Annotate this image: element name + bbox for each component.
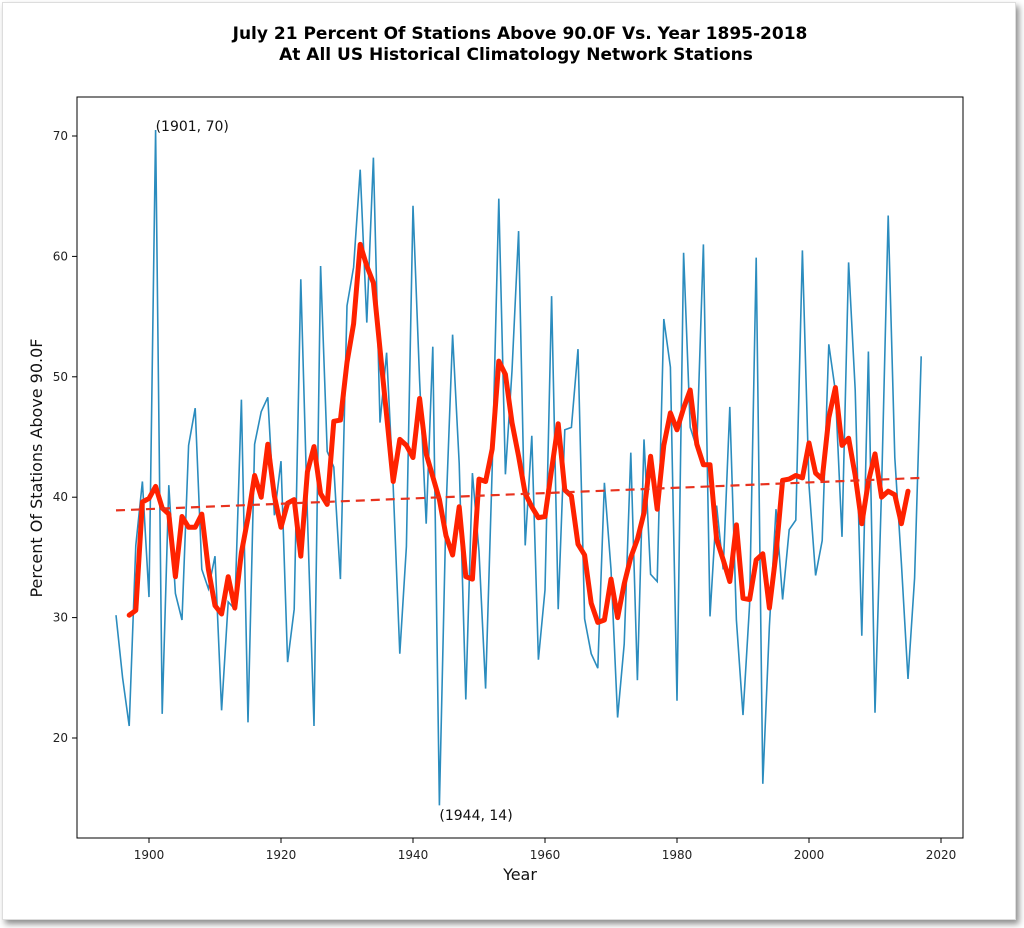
y-tick-label: 30 (53, 611, 68, 625)
series-group (115, 129, 922, 806)
x-tick-label: 1980 (662, 848, 693, 862)
annotations: (1901, 70) (1944, 14) (156, 119, 513, 824)
y-axis-label: Percent Of Stations Above 90.0F (27, 338, 46, 597)
x-tick-label: 2020 (926, 848, 957, 862)
plot-area (76, 96, 964, 839)
annotation-label: (1944, 14) (439, 808, 512, 824)
x-tick-label: 1960 (530, 848, 561, 862)
annotation-label: (1901, 70) (156, 119, 229, 135)
x-tick-label: 1940 (398, 848, 429, 862)
y-tick-label: 60 (53, 249, 68, 263)
y-tick-label: 50 (53, 370, 68, 384)
y-tick-label: 40 (53, 490, 68, 504)
x-tick-label: 2000 (794, 848, 825, 862)
y-axis: 20 30 40 50 60 70 (53, 129, 77, 745)
x-axis: 1900 1920 1940 1960 1980 2000 2020 (134, 838, 957, 862)
series-line-annual (115, 129, 922, 806)
y-tick-label: 70 (53, 129, 68, 143)
chart-title: July 21 Percent Of Stations Above 90.0F … (232, 24, 808, 44)
y-tick-label: 20 (53, 731, 68, 745)
chart-subtitle: At All US Historical Climatology Network… (279, 45, 753, 65)
series-line-trend (115, 476, 922, 512)
x-axis-label: Year (502, 865, 537, 884)
series-line-smoothed (126, 241, 911, 625)
x-tick-label: 1920 (266, 848, 297, 862)
chart-frame (2, 2, 1016, 920)
x-tick-label: 1900 (134, 848, 165, 862)
